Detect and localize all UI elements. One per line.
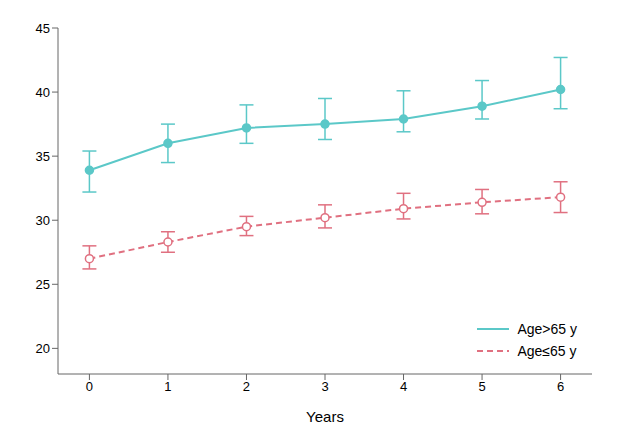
html-text:Age≤65 y: Age≤65 y <box>517 343 577 359</box>
svg-text:40: 40 <box>36 85 50 100</box>
svg-text:25: 25 <box>36 277 50 292</box>
svg-text:2: 2 <box>243 379 250 394</box>
svg-text:Years: Years <box>306 408 344 425</box>
svg-text:45: 45 <box>36 21 50 36</box>
svg-text:35: 35 <box>36 149 50 164</box>
html-text:Age>65 y: Age>65 y <box>517 321 577 337</box>
svg-text:6: 6 <box>557 379 564 394</box>
svg-text:5: 5 <box>478 379 485 394</box>
svg-text:1: 1 <box>164 379 171 394</box>
svg-text:4: 4 <box>400 379 407 394</box>
svg-text:0: 0 <box>86 379 93 394</box>
svg-text:20: 20 <box>36 341 50 356</box>
svg-text:3: 3 <box>321 379 328 394</box>
svg-text:30: 30 <box>36 213 50 228</box>
